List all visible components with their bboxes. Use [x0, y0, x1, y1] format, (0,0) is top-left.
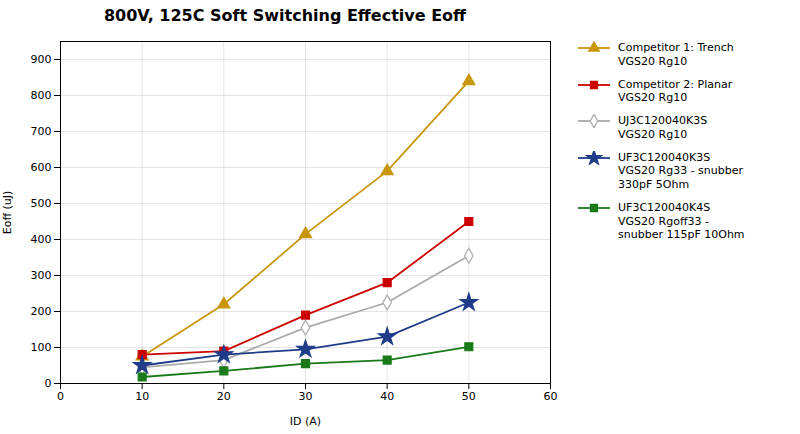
html-text:UF3C120040K3S VGS20 Rg33 - snu: UF3C120040K3S VGS20 Rg33 - snubber 330pF…: [618, 150, 743, 191]
svg-text:500: 500: [31, 197, 52, 210]
html-text:Competitor 1: Trench VGS20 Rg1: Competitor 1: Trench VGS20 Rg10: [618, 41, 734, 68]
svg-text:600: 600: [31, 161, 52, 174]
svg-text:20: 20: [217, 390, 231, 403]
svg-text:100: 100: [31, 341, 52, 354]
svg-text:700: 700: [31, 125, 52, 138]
svg-text:800: 800: [31, 89, 52, 102]
svg-text:Eoff (uJ): Eoff (uJ): [1, 191, 14, 235]
svg-text:30: 30: [299, 390, 313, 403]
svg-text:ID (A): ID (A): [290, 415, 321, 428]
svg-text:300: 300: [31, 269, 52, 282]
svg-text:400: 400: [31, 233, 52, 246]
svg-text:50: 50: [462, 390, 476, 403]
svg-text:200: 200: [31, 305, 52, 318]
svg-text:0: 0: [57, 390, 64, 403]
svg-text:40: 40: [380, 390, 394, 403]
svg-text:900: 900: [31, 53, 52, 66]
svg-text:60: 60: [544, 390, 558, 403]
html-text:800V, 125C Soft Switching Effe: 800V, 125C Soft Switching Effective Eoff: [104, 6, 466, 25]
svg-text:10: 10: [135, 390, 149, 403]
html-text:UJ3C120040K3S VGS20 Rg10: UJ3C120040K3S VGS20 Rg10: [618, 114, 708, 141]
html-text:UF3C120040K4S VGS20 Rgoff33 -: UF3C120040K4S VGS20 Rgoff33 - snubber 11…: [618, 200, 745, 242]
html-text:Competitor 2: Planar VGS20 Rg1: Competitor 2: Planar VGS20 Rg10: [618, 77, 733, 105]
svg-text:0: 0: [45, 377, 52, 390]
